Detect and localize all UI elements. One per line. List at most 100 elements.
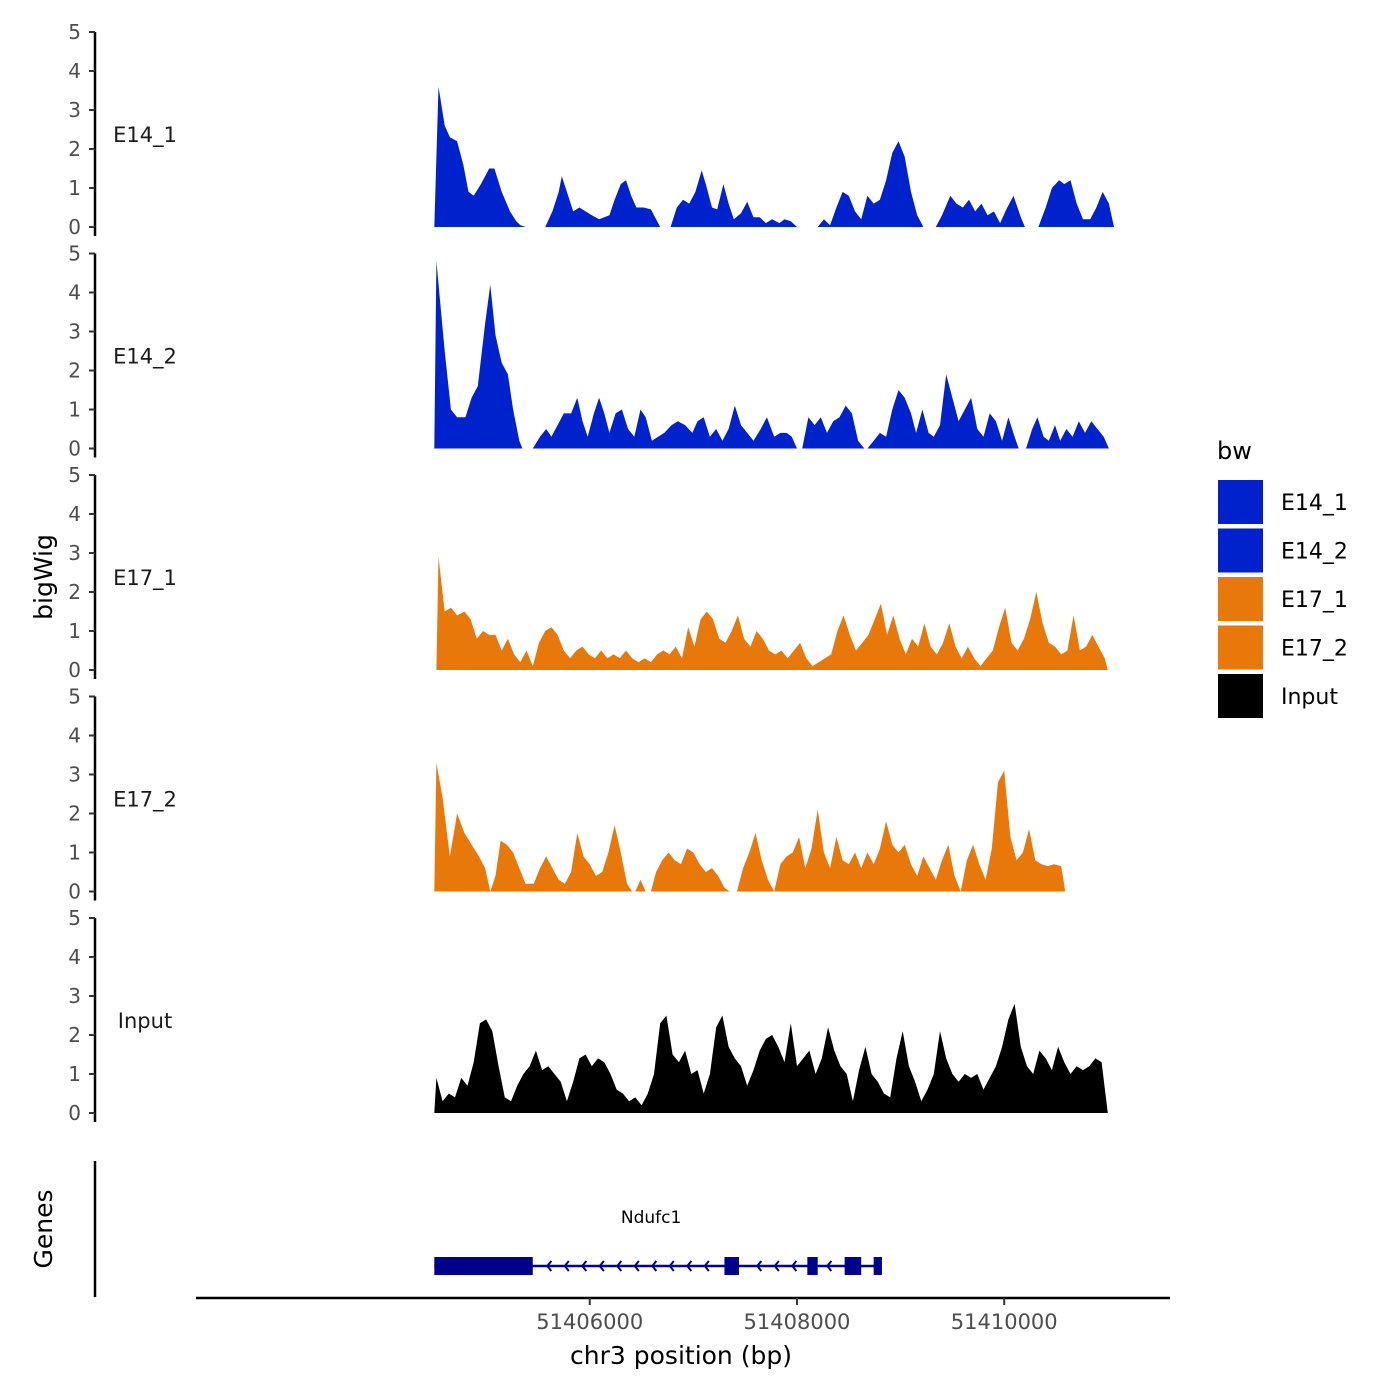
y-axis-title: bigWig — [29, 534, 58, 620]
signal-area-e14-2-4 — [867, 374, 1019, 449]
gene-exon — [873, 1257, 882, 1275]
track-label: E14_1 — [113, 123, 177, 148]
y-tick-label: 2 — [68, 802, 81, 826]
track-e14-1: 0 1 2 3 4 5 E14_1 — [68, 20, 1114, 239]
y-tick-label: 5 — [68, 685, 81, 709]
legend-swatch — [1218, 528, 1263, 573]
signal-area-e14-1-3 — [670, 170, 797, 227]
legend-swatch — [1218, 577, 1263, 621]
signal-area-e14-1-2 — [545, 176, 661, 227]
legend-item-e17-1: E17_1 — [1218, 577, 1348, 621]
y-tick-label: 4 — [68, 502, 81, 526]
legend-item-input: Input — [1218, 674, 1338, 718]
signal-area-e14-1-5 — [935, 195, 1025, 227]
legend-item-e17-2: E17_2 — [1218, 625, 1348, 670]
strand-arrow — [616, 1260, 623, 1272]
signal-area-e14-2-1 — [434, 261, 523, 449]
signal-area-e17-1-1 — [436, 556, 1108, 670]
y-tick-label: 5 — [68, 20, 81, 44]
strand-arrow — [563, 1260, 570, 1272]
track-label: E17_1 — [113, 566, 177, 591]
strand-arrow — [633, 1260, 640, 1272]
x-tick-label: 51408000 — [744, 1310, 851, 1334]
signal-area-e14-1-1 — [434, 86, 526, 227]
strand-arrow — [581, 1260, 588, 1272]
x-tick-label: 51406000 — [536, 1310, 643, 1334]
legend-item-e14-2: E14_2 — [1218, 528, 1348, 573]
y-tick-label: 4 — [68, 281, 81, 305]
strand-arrow — [651, 1260, 658, 1272]
strand-arrow — [773, 1260, 780, 1272]
gene-exon — [844, 1257, 862, 1275]
y-tick-label: 4 — [68, 59, 81, 83]
signal-tracks: 0 1 2 3 4 5 E14_1 0 1 2 3 4 5 E14_2 0 1 2 3 4 5 E17_1 0 1 2 3 4 5 E… — [68, 20, 1114, 1125]
legend-swatch — [1218, 625, 1263, 670]
y-tick-label: 3 — [68, 98, 81, 122]
y-tick-label: 0 — [68, 437, 81, 461]
strand-arrow — [598, 1260, 605, 1272]
strand-arrow — [546, 1260, 553, 1272]
y-tick-label: 1 — [68, 841, 81, 865]
strand-arrow — [668, 1260, 675, 1272]
y-tick-label: 2 — [68, 1023, 81, 1047]
track-e17-2: 0 1 2 3 4 5 E17_2 — [68, 685, 1066, 904]
y-tick-label: 4 — [68, 945, 81, 969]
track-label: E14_2 — [113, 345, 177, 370]
strand-arrow — [703, 1260, 710, 1272]
legend-swatch — [1218, 674, 1263, 718]
genes-panel: Ndufc1 — [93, 1161, 882, 1297]
signal-area-e14-2-2 — [532, 397, 797, 449]
track-input: 0 1 2 3 4 5 Input — [68, 906, 1108, 1125]
y-tick-label: 1 — [68, 398, 81, 422]
y-tick-label: 1 — [68, 176, 81, 200]
y-tick-label: 2 — [68, 137, 81, 161]
y-tick-label: 3 — [68, 984, 81, 1008]
y-tick-label: 1 — [68, 1062, 81, 1086]
legend-label: E14_1 — [1281, 491, 1348, 516]
legend-swatch — [1218, 480, 1263, 524]
legend-label: E17_2 — [1281, 637, 1348, 662]
strand-arrow — [686, 1260, 693, 1272]
legend: bw E14_1 E14_2 E17_1 E17_2 Input — [1217, 437, 1348, 718]
signal-area-e14-2-3 — [802, 405, 865, 449]
track-label: E17_2 — [113, 788, 177, 813]
strand-arrow — [826, 1260, 833, 1272]
y-tick-label: 2 — [68, 359, 81, 383]
strand-arrow — [791, 1260, 798, 1272]
legend-item-e14-1: E14_1 — [1218, 480, 1348, 524]
y-tick-label: 0 — [68, 658, 81, 682]
y-tick-label: 0 — [68, 1101, 81, 1125]
strand-arrow — [756, 1260, 763, 1272]
signal-area-e14-1-6 — [1038, 180, 1114, 227]
gene-exon — [724, 1257, 739, 1275]
genes-axis-title: Genes — [29, 1189, 58, 1268]
signal-area-e14-2-5 — [1026, 417, 1109, 449]
track-label: Input — [118, 1009, 172, 1033]
gene-ndufc1: Ndufc1 — [434, 1208, 882, 1275]
legend-label: E17_1 — [1281, 588, 1348, 613]
y-tick-label: 3 — [68, 763, 81, 787]
y-tick-label: 3 — [68, 541, 81, 565]
signal-area-e17-2-1 — [434, 762, 633, 892]
legend-label: Input — [1281, 685, 1338, 710]
x-axis: 51406000 51408000 51410000 — [196, 1296, 1170, 1334]
track-e17-1: 0 1 2 3 4 5 E17_1 — [68, 463, 1108, 682]
y-tick-label: 4 — [68, 724, 81, 748]
legend-items: E14_1 E14_2 E17_1 E17_2 Input — [1218, 480, 1348, 718]
signal-area-e17-2-4 — [736, 770, 1066, 892]
signal-area-e17-2-3 — [650, 848, 730, 892]
gene-exon — [807, 1257, 818, 1275]
y-tick-label: 1 — [68, 619, 81, 643]
gene-exon — [434, 1257, 533, 1275]
y-tick-label: 3 — [68, 320, 81, 344]
y-tick-label: 0 — [68, 880, 81, 904]
y-tick-label: 5 — [68, 463, 81, 487]
y-tick-label: 0 — [68, 215, 81, 239]
y-tick-label: 5 — [68, 242, 81, 266]
x-tick-label: 51410000 — [951, 1310, 1058, 1334]
legend-title: bw — [1217, 437, 1252, 465]
gene-name: Ndufc1 — [621, 1208, 681, 1228]
track-e14-2: 0 1 2 3 4 5 E14_2 — [68, 242, 1109, 461]
signal-area-e14-1-4 — [817, 141, 924, 227]
